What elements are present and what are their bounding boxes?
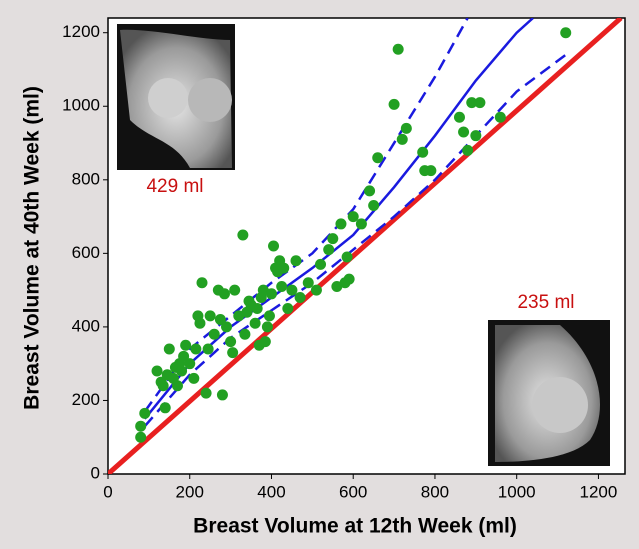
point: [204, 310, 216, 322]
line: [108, 18, 623, 474]
point: [180, 339, 192, 351]
point: [341, 251, 353, 263]
annotation: 429 ml: [146, 176, 203, 197]
point: [196, 277, 208, 289]
point: [364, 185, 376, 197]
point: [178, 350, 190, 362]
point: [233, 310, 245, 322]
point: [331, 280, 343, 292]
point: [286, 284, 298, 296]
x-axis-title: Breast Volume at 12th Week (ml): [193, 515, 517, 538]
point: [425, 165, 437, 177]
point: [190, 343, 202, 355]
y-tick-label: 800: [72, 169, 100, 188]
y-tick-label: 400: [72, 316, 100, 335]
x-tick-label: 1000: [498, 482, 536, 501]
point: [202, 343, 214, 355]
confidence-band: [143, 18, 469, 413]
point: [290, 255, 302, 267]
point: [221, 321, 233, 333]
point: [188, 372, 200, 384]
inset-photo: [117, 24, 235, 170]
line: [143, 18, 534, 420]
point: [470, 130, 482, 142]
point: [184, 358, 196, 370]
point: [400, 122, 412, 134]
point: [315, 258, 327, 270]
confidence-band: [143, 53, 567, 428]
point: [368, 200, 380, 212]
point: [294, 291, 306, 303]
point: [265, 288, 277, 300]
annotation: 235 ml: [517, 292, 574, 313]
point: [458, 126, 470, 138]
point: [462, 144, 474, 156]
point: [335, 218, 347, 230]
point: [276, 280, 288, 292]
point: [417, 146, 429, 158]
point: [268, 240, 280, 252]
point: [327, 233, 339, 245]
point: [229, 284, 241, 296]
point: [388, 98, 400, 110]
point: [200, 387, 212, 399]
marks: [108, 18, 623, 474]
point: [261, 321, 273, 333]
x-tick-label: 600: [339, 482, 367, 501]
point: [157, 380, 169, 392]
point: [237, 229, 249, 241]
point: [239, 328, 251, 340]
point: [392, 43, 404, 55]
point: [347, 211, 359, 223]
point: [343, 273, 355, 285]
point: [466, 97, 478, 109]
point: [259, 336, 271, 348]
point: [560, 27, 572, 39]
point: [208, 328, 220, 340]
point: [218, 288, 230, 300]
point: [355, 218, 367, 230]
inset-photo: [488, 320, 610, 466]
point: [474, 97, 486, 109]
point: [151, 365, 163, 377]
point: [214, 314, 226, 326]
point: [135, 431, 147, 443]
x-tick-label: 800: [421, 482, 449, 501]
x-tick-label: 400: [257, 482, 285, 501]
y-tick-label: 200: [72, 390, 100, 409]
point: [302, 277, 314, 289]
point: [225, 336, 237, 348]
point: [372, 152, 384, 164]
point: [310, 284, 322, 296]
x-tick-label: 1200: [580, 482, 618, 501]
point: [194, 317, 206, 329]
point: [139, 407, 151, 419]
point: [171, 380, 183, 392]
point: [278, 262, 290, 274]
point: [282, 303, 294, 315]
y-tick-label: 600: [72, 243, 100, 262]
point: [263, 310, 275, 322]
y-axis-title: Breast Volume at 40th Week (ml): [21, 86, 44, 410]
point: [257, 284, 269, 296]
point: [323, 244, 335, 256]
point: [135, 420, 147, 432]
point: [453, 111, 465, 123]
point: [216, 389, 228, 401]
point: [494, 111, 506, 123]
point: [249, 317, 261, 329]
point: [227, 347, 239, 359]
point: [251, 303, 263, 315]
x-tick-label: 200: [176, 482, 204, 501]
point: [176, 365, 188, 377]
point: [396, 133, 408, 145]
x-tick-label: 0: [103, 482, 112, 501]
y-tick-label: 1000: [62, 96, 100, 115]
y-tick-label: 0: [91, 463, 100, 482]
y-tick-label: 1200: [62, 22, 100, 41]
point: [159, 402, 171, 414]
point: [163, 343, 175, 355]
